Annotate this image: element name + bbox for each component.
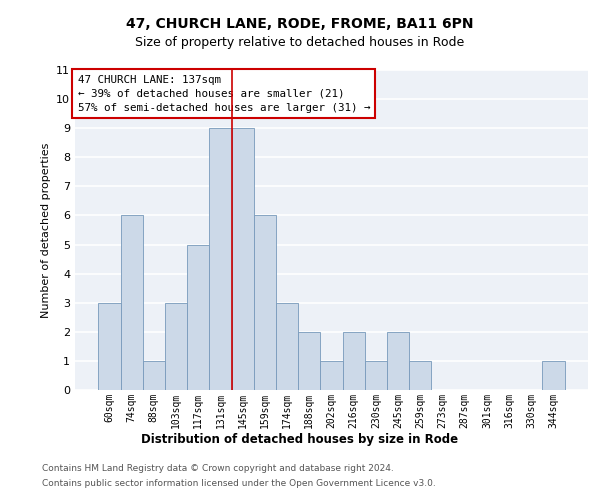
Bar (209, 128, 232, 390)
Bar (320, 361, 343, 390)
Bar (343, 332, 365, 390)
Bar (409, 361, 431, 390)
Bar (165, 302, 187, 390)
Bar (254, 216, 276, 390)
Bar (143, 361, 165, 390)
Text: Contains public sector information licensed under the Open Government Licence v3: Contains public sector information licen… (42, 478, 436, 488)
Text: Distribution of detached houses by size in Rode: Distribution of detached houses by size … (142, 432, 458, 446)
Y-axis label: Number of detached properties: Number of detached properties (41, 142, 50, 318)
Bar (365, 361, 387, 390)
Text: 47, CHURCH LANE, RODE, FROME, BA11 6PN: 47, CHURCH LANE, RODE, FROME, BA11 6PN (126, 18, 474, 32)
Bar (276, 302, 298, 390)
Text: Size of property relative to detached houses in Rode: Size of property relative to detached ho… (136, 36, 464, 49)
Text: Contains HM Land Registry data © Crown copyright and database right 2024.: Contains HM Land Registry data © Crown c… (42, 464, 394, 473)
Bar (187, 244, 209, 390)
Bar (387, 332, 409, 390)
Bar (542, 361, 565, 390)
Bar (298, 332, 320, 390)
Text: 47 CHURCH LANE: 137sqm
← 39% of detached houses are smaller (21)
57% of semi-det: 47 CHURCH LANE: 137sqm ← 39% of detached… (77, 75, 370, 113)
Bar (98, 302, 121, 390)
Bar (121, 216, 143, 390)
Bar (232, 128, 254, 390)
